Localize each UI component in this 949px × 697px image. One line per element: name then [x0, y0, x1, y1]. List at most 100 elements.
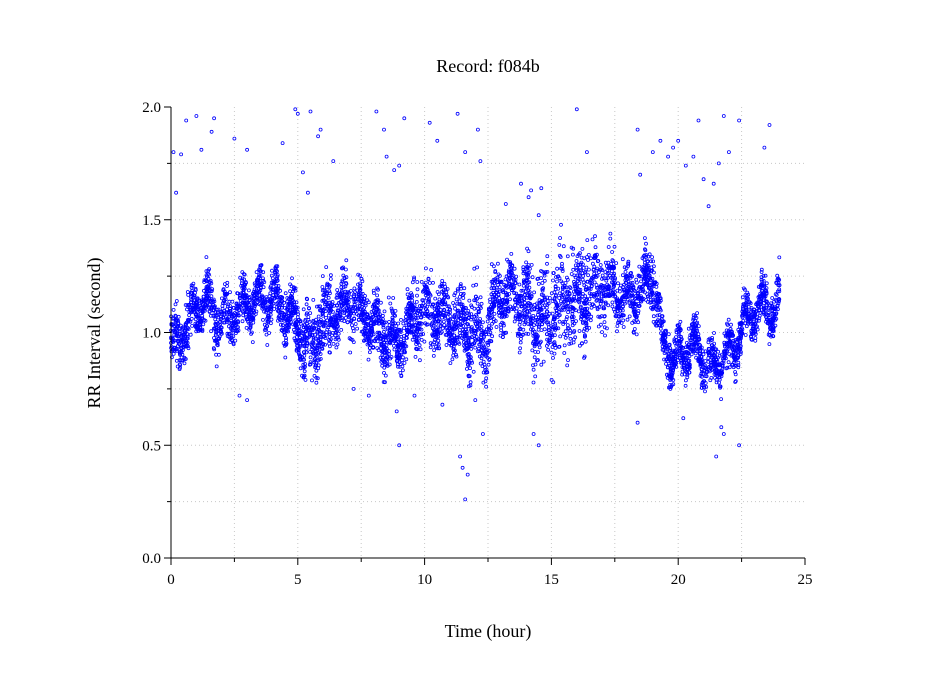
- data-point: [490, 321, 495, 326]
- data-point: [595, 252, 599, 257]
- data-point: [671, 382, 676, 387]
- data-point: [399, 373, 404, 378]
- data-point: [252, 306, 257, 311]
- data-point: [619, 321, 624, 325]
- data-point: [586, 258, 590, 262]
- data-point: [437, 297, 442, 302]
- data-point: [510, 307, 514, 312]
- data-point: [686, 362, 690, 367]
- data-point: [471, 283, 476, 288]
- data-point: [549, 331, 554, 336]
- data-point: [580, 309, 585, 314]
- data-point: [525, 264, 529, 269]
- data-point: [321, 324, 326, 329]
- data-point: [306, 315, 311, 319]
- data-point: [574, 288, 578, 293]
- data-point: [590, 237, 595, 242]
- data-point: [584, 317, 589, 322]
- data-point: [382, 335, 387, 340]
- data-point: [582, 256, 587, 261]
- data-point: [577, 281, 582, 286]
- data-point: [393, 327, 398, 331]
- data-point: [541, 359, 546, 364]
- data-point: [601, 294, 606, 299]
- data-point: [383, 333, 388, 338]
- data-point: [215, 310, 220, 315]
- data-point: [701, 383, 706, 388]
- data-point: [206, 299, 211, 303]
- data-point: [611, 282, 616, 287]
- data-point: [743, 301, 748, 306]
- data-point: [546, 320, 551, 325]
- data-point: [435, 330, 440, 335]
- data-point: [768, 325, 773, 329]
- data-point: [519, 336, 523, 341]
- data-point: [621, 273, 625, 278]
- data-point: [298, 366, 303, 371]
- data-point: [431, 333, 435, 338]
- data-point: [283, 291, 288, 296]
- data-point: [683, 383, 688, 388]
- data-point: [581, 321, 585, 325]
- data-point: [431, 353, 436, 358]
- data-point: [406, 322, 411, 327]
- data-point: [419, 327, 424, 332]
- data-point: [532, 344, 537, 349]
- data-point: [291, 311, 295, 316]
- data-point: [607, 273, 612, 278]
- data-point: [680, 369, 685, 374]
- data-point: [675, 342, 679, 346]
- data-point: [441, 300, 446, 305]
- data-point: [375, 334, 380, 339]
- data-point: [380, 313, 385, 318]
- data-point: [241, 310, 246, 315]
- data-point: [572, 294, 576, 299]
- data-point: [382, 380, 387, 385]
- data-point: [412, 277, 416, 282]
- data-point: [722, 342, 727, 347]
- data-point: [449, 326, 454, 331]
- data-point: [528, 301, 532, 306]
- data-point: [643, 247, 647, 252]
- data-point: [225, 316, 230, 321]
- data-point: [604, 301, 608, 306]
- data-point: [531, 313, 536, 318]
- data-point: [743, 333, 748, 337]
- data-point: [527, 295, 532, 300]
- data-point: [603, 333, 607, 338]
- data-point: [406, 296, 411, 301]
- data-point: [661, 319, 666, 324]
- data-point: [572, 289, 576, 294]
- data-point: [521, 288, 525, 293]
- data-point: [562, 343, 567, 348]
- data-point: [491, 286, 496, 291]
- data-point: [180, 358, 185, 363]
- data-point: [390, 317, 395, 322]
- data-point: [392, 347, 397, 352]
- data-point: [600, 276, 604, 281]
- data-point: [415, 328, 420, 333]
- data-point: [759, 267, 764, 272]
- data-point: [314, 317, 319, 322]
- data-point: [273, 265, 278, 270]
- data-point: [514, 306, 519, 311]
- data-point: [188, 305, 193, 310]
- data-point: [181, 342, 186, 347]
- data-point: [691, 316, 696, 321]
- data-point: [708, 378, 713, 383]
- data-point: [708, 352, 712, 357]
- data-point: [610, 269, 614, 273]
- data-point: [565, 291, 569, 295]
- data-point: [739, 333, 744, 338]
- data-point: [633, 289, 638, 294]
- data-point: [644, 280, 649, 285]
- data-point: [728, 339, 732, 343]
- data-point: [204, 269, 209, 274]
- data-point: [269, 309, 273, 314]
- data-point: [533, 374, 538, 379]
- data-point: [462, 286, 467, 291]
- data-point: [524, 286, 529, 291]
- data-point: [528, 266, 532, 271]
- data-point: [598, 267, 603, 272]
- data-point: [656, 291, 661, 296]
